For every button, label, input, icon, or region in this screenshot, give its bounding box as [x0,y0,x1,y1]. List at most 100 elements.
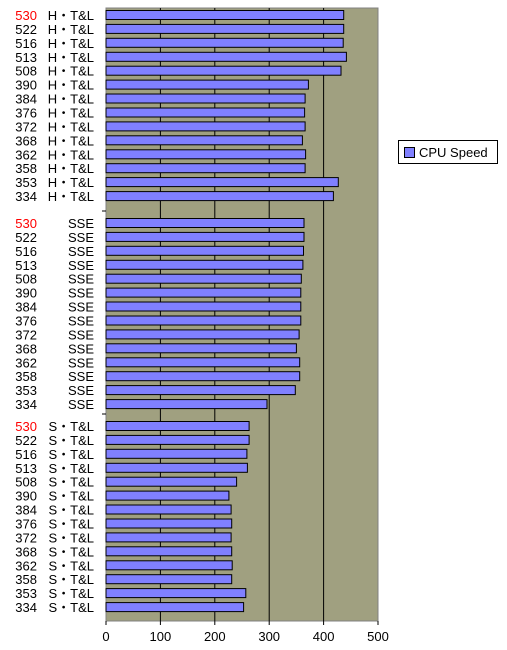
mode-label: S・T&L [48,447,94,462]
mode-label: SSE [68,244,94,259]
cpu-label: 508 [15,272,37,287]
mode-label: SSE [68,327,94,342]
bar [105,23,345,34]
bar [105,462,248,473]
mode-label: S・T&L [48,586,94,601]
mode-label: H・T&L [48,119,94,134]
mode-label: SSE [68,314,94,329]
mode-label: H・T&L [48,50,94,65]
mode-label: H・T&L [48,175,94,190]
cpu-label: 522 [15,22,37,37]
bar [105,329,300,340]
bar [105,476,238,487]
cpu-label: 384 [15,503,37,518]
cpu-label: 334 [15,600,37,615]
cpu-label: 384 [15,300,37,315]
mode-label: H・T&L [48,92,94,107]
bar [105,37,344,48]
mode-label: SSE [68,230,94,245]
bar [105,518,233,529]
bar [105,504,232,515]
bar [105,315,302,326]
mode-label: SSE [68,355,94,370]
cpu-label: 358 [15,161,37,176]
bar [105,588,247,599]
bar [105,560,233,571]
bar [105,10,345,20]
bar [105,259,304,270]
bar [105,273,302,284]
bars [105,10,347,613]
cpu-label: 358 [15,369,37,384]
cpu-label: 516 [15,244,37,259]
cpu-label: 390 [15,78,37,93]
bar [105,385,296,396]
mode-label: SSE [68,341,94,356]
x-axis: 0 100 200 300 400 500 [102,210,389,644]
mode-label: S・T&L [48,461,94,476]
bar [105,149,307,160]
legend: CPU Speed [398,140,498,164]
mode-label: S・T&L [48,530,94,545]
bar [105,93,306,104]
mode-label: S・T&L [48,517,94,532]
cpu-label: 353 [15,175,37,190]
bar [105,343,297,354]
mode-label: H・T&L [48,78,94,93]
bar [105,135,303,146]
cpu-label: 522 [15,433,37,448]
cpu-label: 508 [15,64,37,79]
cpu-label: 530 [15,419,37,434]
bar [105,371,301,382]
bar [105,51,347,62]
mode-label: S・T&L [48,433,94,448]
mode-label: SSE [68,272,94,287]
cpu-label: 516 [15,36,37,51]
mode-label: S・T&L [48,419,94,434]
cpu-label: 513 [15,461,37,476]
bar [105,287,302,298]
bar [105,107,306,118]
cpu-label: 530 [15,8,37,23]
mode-label: S・T&L [48,572,94,587]
x-tick-label: 100 [150,629,172,644]
mode-label: S・T&L [48,503,94,518]
cpu-label: 530 [15,216,37,231]
cpu-label: 376 [15,517,37,532]
bar [105,546,233,557]
bar [105,490,230,501]
cpu-label: 372 [15,327,37,342]
bar [105,434,250,445]
mode-label: S・T&L [48,558,94,573]
mode-label: H・T&L [48,106,94,121]
cpu-label: 362 [15,558,37,573]
mode-label: S・T&L [48,489,94,504]
x-tick-label: 0 [102,629,109,644]
bar [105,79,309,90]
cpu-label: 390 [15,489,37,504]
bar [105,218,305,228]
mode-label: H・T&L [48,147,94,162]
cpu-label: 368 [15,133,37,148]
cpu-label: 372 [15,530,37,545]
x-tick-label: 300 [258,629,280,644]
bar [105,177,339,188]
bar [105,65,342,76]
mode-label: S・T&L [48,600,94,615]
mode-label: SSE [68,397,94,412]
mode-label: SSE [68,216,94,231]
bar [105,301,302,312]
cpu-label: 508 [15,475,37,490]
mode-label: H・T&L [48,64,94,79]
bar [105,448,248,459]
bar [105,532,232,543]
legend-swatch-cpu-speed [404,146,415,158]
bar [105,357,301,368]
cpu-label: 353 [15,586,37,601]
cpu-label: 368 [15,341,37,356]
cpu-label: 372 [15,119,37,134]
cpu-label: 384 [15,92,37,107]
category-labels: 530 H・T&L 522 H・T&L 516 H・T&L 513 H・T&L 508 H・T&L… [15,8,94,615]
mode-label: SSE [68,300,94,315]
